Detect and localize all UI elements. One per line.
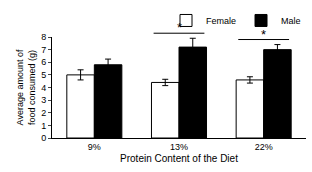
svg-text:1: 1: [41, 121, 46, 131]
svg-text:13%: 13%: [170, 142, 188, 152]
svg-text:Female: Female: [206, 16, 236, 26]
svg-text:2: 2: [41, 108, 46, 118]
svg-text:0: 0: [41, 133, 46, 143]
svg-text:9%: 9%: [88, 142, 101, 152]
svg-text:7: 7: [41, 45, 46, 55]
svg-text:*: *: [177, 20, 182, 35]
svg-text:5: 5: [41, 70, 46, 80]
svg-text:6: 6: [41, 57, 46, 67]
svg-text:*: *: [261, 27, 266, 42]
svg-text:Average amount offood consumed: Average amount offood consumed (g): [15, 49, 37, 125]
svg-text:4: 4: [41, 83, 46, 93]
svg-text:22%: 22%: [255, 142, 273, 152]
svg-text:Male: Male: [281, 16, 301, 26]
svg-text:8: 8: [41, 32, 46, 42]
svg-text:3: 3: [41, 95, 46, 105]
svg-text:Protein Content of the Diet: Protein Content of the Diet: [120, 153, 238, 164]
